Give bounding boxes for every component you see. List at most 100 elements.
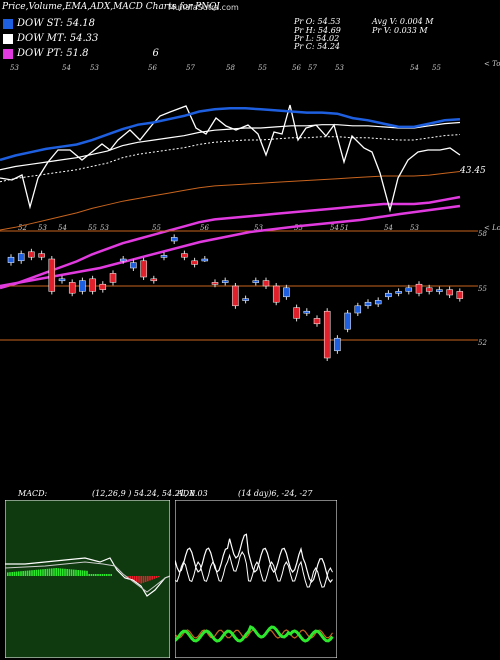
macd-bar <box>79 570 82 576</box>
top-digit-label: 58 <box>226 64 235 72</box>
bottom-digit-label: 54 <box>58 224 67 232</box>
candle <box>303 310 311 314</box>
top-digit-label: 55 <box>258 64 267 72</box>
price-chart: 53 54 53 56 57 58 55 56 57 53 54 55 52 53 54 55 53 55 56 5… <box>0 60 500 361</box>
macd-bar <box>33 570 35 576</box>
macd-bar <box>29 570 31 576</box>
macd-bar <box>35 569 38 576</box>
price-line <box>0 104 461 213</box>
macd-bar <box>73 569 75 576</box>
candle <box>364 301 372 307</box>
ohlc-high: Pr H: 54.69 <box>294 26 341 35</box>
adx-line <box>175 624 334 643</box>
bottom-digit-label: 52 <box>18 224 27 232</box>
bottom-digit-label: 53 <box>410 224 419 232</box>
macd-params: (12,26,9 ) 54.24, 54.21, 0.03 <box>92 489 208 498</box>
bottom-digit-label: 55 <box>294 224 303 232</box>
macd-bar <box>153 576 156 579</box>
candle <box>68 282 76 294</box>
ohlc-low: Pr L: 54.02 <box>294 34 340 43</box>
macd-bar <box>64 568 66 576</box>
bottom-digit-label: 55 <box>152 224 161 232</box>
macd-bar <box>151 576 153 580</box>
bottom-digit-label: 53 <box>254 224 263 232</box>
adx-minus-di-line <box>175 550 333 588</box>
macd-bar <box>86 570 88 576</box>
macd-bar <box>103 574 106 576</box>
price-label-58: 58 <box>478 230 487 238</box>
top-digit-label: 57 <box>308 64 317 72</box>
macd-bar <box>140 576 142 584</box>
bottom-digit-labels: 52 53 54 55 53 55 56 53 55 54 51 54 53 <box>18 224 419 232</box>
macd-bar <box>81 570 84 576</box>
candle <box>181 253 188 258</box>
macd-background <box>5 500 170 658</box>
macd-bar <box>11 572 13 576</box>
candle <box>425 287 433 292</box>
macd-bar <box>106 574 108 576</box>
top-digit-label: 53 <box>10 64 19 72</box>
candle <box>272 285 280 303</box>
tops-label: < Tops <box>484 60 500 68</box>
macd-bar <box>57 568 60 576</box>
dow-mt-line <box>0 121 461 171</box>
bottom-digit-label: 51 <box>340 224 349 232</box>
avg-volume: Avg V: 0.004 M <box>372 17 434 26</box>
legend-extra-pt: 6 <box>152 48 159 59</box>
adx-label: ADX <box>177 489 195 498</box>
legend-label-pt: DOW PT: 51.8 <box>17 48 89 59</box>
macd-bar <box>136 576 138 582</box>
candle <box>170 237 178 242</box>
chart-title: Price,Volume,EMA,ADX,MACD Charts for PNQ… <box>2 2 220 12</box>
ohlc-close: Pr C: 54.24 <box>294 42 341 51</box>
lower-dow-pt-line <box>0 204 461 288</box>
top-digit-label: 56 <box>292 64 301 72</box>
macd-bar <box>133 576 136 582</box>
macd-bar <box>101 574 104 576</box>
dow-pt-line <box>0 195 461 290</box>
volume: Pr V: 0.033 M <box>372 26 428 35</box>
legend-label-st: DOW ST: 54.18 <box>17 18 96 29</box>
candle <box>191 260 198 265</box>
candle <box>395 291 402 294</box>
macd-chart <box>5 500 170 658</box>
candle <box>293 307 300 319</box>
macd-bar <box>44 569 46 576</box>
legend-swatch-mt <box>3 33 13 44</box>
candle <box>374 300 382 305</box>
macd-bar <box>31 570 33 576</box>
top-digit-label: 54 <box>62 64 71 72</box>
macd-bar <box>144 576 147 582</box>
macd-bar <box>66 569 68 576</box>
macd-bar <box>51 568 53 576</box>
macd-bar <box>22 571 24 576</box>
macd-label: MACD: <box>18 489 48 498</box>
macd-bar <box>131 576 134 581</box>
candle <box>221 280 229 283</box>
macd-bar <box>77 570 79 576</box>
candle <box>109 273 117 283</box>
macd-bar <box>40 569 42 576</box>
legend-label-mt: DOW MT: 54.33 <box>17 33 99 44</box>
macd-bar <box>142 576 145 583</box>
candle <box>262 280 270 287</box>
candle <box>28 251 35 258</box>
macd-bar <box>70 569 73 576</box>
macd-bar <box>95 574 97 576</box>
macd-bar <box>24 570 27 576</box>
candle <box>446 289 453 296</box>
candle <box>405 287 413 292</box>
bottom-digit-label: 54 <box>384 224 393 232</box>
macd-bar <box>108 574 110 576</box>
macd-bar <box>53 568 55 576</box>
price-label-upper: 43.45 <box>459 166 486 176</box>
macd-bar <box>99 574 101 576</box>
candle <box>252 280 260 283</box>
bottom-digit-label: 53 <box>100 224 109 232</box>
candle <box>436 289 443 292</box>
candle <box>242 298 249 301</box>
candle <box>130 262 137 269</box>
macd-line <box>5 557 170 597</box>
top-digit-label: 53 <box>335 64 344 72</box>
candle <box>344 312 351 330</box>
